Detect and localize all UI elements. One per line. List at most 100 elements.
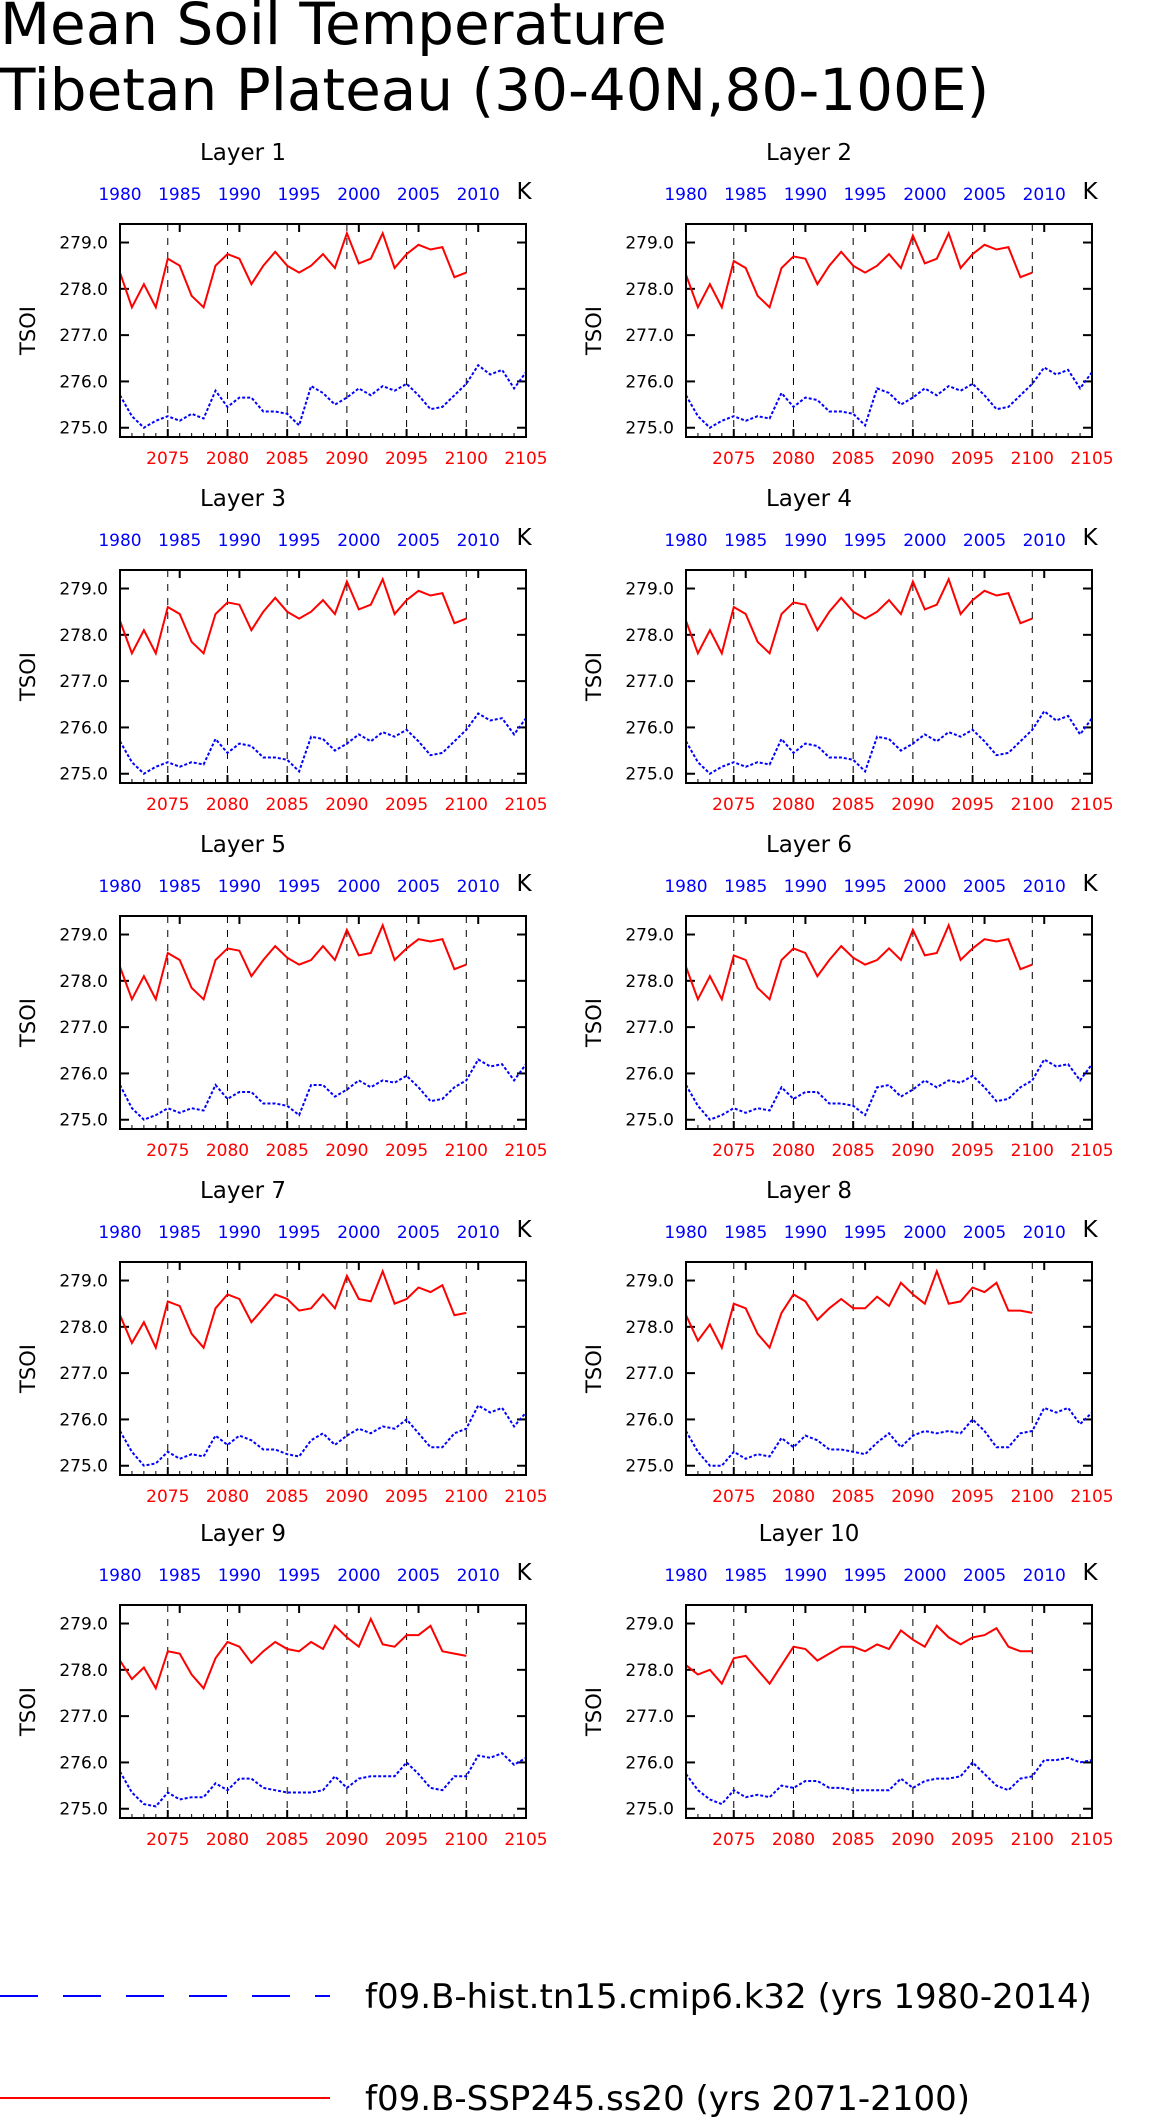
y-tick-label: 278.0 <box>59 972 108 992</box>
y-tick-label: 275.0 <box>625 1111 674 1131</box>
x-tick-label-top: 1990 <box>784 877 827 897</box>
x-tick-label-bottom: 2085 <box>832 1830 875 1850</box>
x-tick-label-bottom: 2080 <box>206 449 249 469</box>
x-tick-label-bottom: 2100 <box>445 449 488 469</box>
chart-panel: Layer 3 K TSOI 2075 2080 2085 2090 2095 2100 2105… <box>16 486 548 815</box>
x-tick-label-bottom: 2085 <box>832 1141 875 1161</box>
x-tick-label-bottom: 2075 <box>146 1830 189 1850</box>
x-tick-label-bottom: 2075 <box>712 1830 755 1850</box>
x-tick-label-bottom: 2085 <box>832 795 875 815</box>
x-tick-label-top: 1990 <box>218 1566 261 1586</box>
series-line-hist <box>119 1058 527 1121</box>
x-tick-label-top: 2000 <box>903 531 946 551</box>
y-tick-label: 276.0 <box>625 1064 674 1084</box>
x-tick-label-bottom: 2080 <box>772 795 815 815</box>
y-tick-label: 275.0 <box>625 1457 674 1477</box>
series-line-hist <box>685 1406 1093 1467</box>
series-line-ssp <box>119 922 467 1003</box>
x-tick-label-top: 1985 <box>724 185 767 205</box>
y-tick-label: 277.0 <box>59 326 108 346</box>
panel-title: Layer 3 <box>200 486 286 512</box>
series-line-hist <box>119 363 527 429</box>
y-tick-label: 277.0 <box>59 672 108 692</box>
x-tick-label-top: 1985 <box>724 877 767 897</box>
x-tick-label-top: 2010 <box>457 1566 500 1586</box>
x-tick-label-bottom: 2100 <box>445 1830 488 1850</box>
series-line-ssp <box>119 576 467 657</box>
y-tick-label: 276.0 <box>59 1753 108 1773</box>
x-tick-label-top: 1995 <box>843 531 886 551</box>
y-tick-label: 279.0 <box>625 234 674 254</box>
x-tick-label-top: 1995 <box>843 1223 886 1243</box>
plot-frame <box>685 1604 1093 1819</box>
plot-frame <box>685 223 1093 438</box>
legend: f09.B-hist.tn15.cmip6.k32 (yrs 1980-2014… <box>0 1977 1092 2119</box>
y-tick-label: 277.0 <box>625 672 674 692</box>
x-tick-label-bottom: 2085 <box>832 449 875 469</box>
y-tick-label: 275.0 <box>59 765 108 785</box>
y-tick-label: 279.0 <box>625 926 674 946</box>
series-line-ssp <box>685 1268 1033 1351</box>
plot-frame <box>119 915 527 1130</box>
x-tick-label-bottom: 2090 <box>891 795 934 815</box>
y-tick-label: 276.0 <box>625 718 674 738</box>
x-tick-label-top: 1990 <box>218 185 261 205</box>
y-tick-label: 276.0 <box>625 372 674 392</box>
legend-label-ssp: f09.B-SSP245.ss20 (yrs 2071-2100) <box>365 2079 970 2119</box>
x-tick-label-top: 1985 <box>158 185 201 205</box>
x-tick-label-bottom: 2105 <box>1070 1141 1113 1161</box>
legend-label-hist: f09.B-hist.tn15.cmip6.k32 (yrs 1980-2014… <box>365 1977 1092 2017</box>
x-tick-label-top: 1995 <box>277 185 320 205</box>
x-tick-label-top: 1985 <box>724 1566 767 1586</box>
y-tick-label: 279.0 <box>59 926 108 946</box>
x-tick-label-bottom: 2105 <box>504 1830 547 1850</box>
x-tick-label-top: 2005 <box>397 1566 440 1586</box>
y-axis-label: TSOI <box>16 652 40 702</box>
x-tick-label-top: 2010 <box>1023 1223 1066 1243</box>
y-tick-label: 275.0 <box>59 1457 108 1477</box>
x-tick-label-top: 1985 <box>158 1223 201 1243</box>
x-tick-label-bottom: 2100 <box>1011 1141 1054 1161</box>
x-tick-label-bottom: 2100 <box>445 1487 488 1507</box>
x-tick-label-bottom: 2095 <box>385 449 428 469</box>
plot-frame <box>119 1604 527 1819</box>
x-tick-label-bottom: 2100 <box>445 1141 488 1161</box>
x-tick-label-top: 1980 <box>98 1566 141 1586</box>
x-tick-label-top: 1980 <box>98 531 141 551</box>
units-label: K <box>1082 1560 1098 1586</box>
units-label: K <box>1082 525 1098 551</box>
x-tick-label-bottom: 2095 <box>385 1830 428 1850</box>
chart-panel: Layer 4 K TSOI 2075 2080 2085 2090 2095 2100 2105… <box>582 486 1114 815</box>
y-tick-label: 276.0 <box>59 1064 108 1084</box>
x-tick-label-top: 2005 <box>963 1223 1006 1243</box>
x-tick-label-top: 1980 <box>664 185 707 205</box>
x-tick-label-bottom: 2080 <box>206 795 249 815</box>
y-tick-label: 277.0 <box>625 1707 674 1727</box>
y-tick-label: 275.0 <box>59 1800 108 1820</box>
series-line-hist <box>685 366 1093 429</box>
x-tick-label-bottom: 2095 <box>951 795 994 815</box>
series-line-hist <box>685 709 1093 775</box>
y-tick-label: 276.0 <box>59 718 108 738</box>
x-tick-label-top: 1990 <box>218 877 261 897</box>
x-tick-label-bottom: 2080 <box>772 449 815 469</box>
panel-title: Layer 8 <box>766 1178 852 1204</box>
panel-title: Layer 4 <box>766 486 852 512</box>
y-tick-label: 279.0 <box>625 580 674 600</box>
x-tick-label-bottom: 2095 <box>951 1141 994 1161</box>
panel-title: Layer 2 <box>766 140 852 166</box>
series-line-ssp <box>685 230 1033 311</box>
x-tick-label-top: 2005 <box>963 185 1006 205</box>
y-tick-label: 275.0 <box>59 419 108 439</box>
chart-panel: Layer 2 K TSOI 2075 2080 2085 2090 2095 2100 2105… <box>582 140 1114 469</box>
units-label: K <box>516 1560 532 1586</box>
x-tick-label-top: 2005 <box>397 185 440 205</box>
series-line-ssp <box>685 1624 1033 1686</box>
x-tick-label-bottom: 2105 <box>504 1141 547 1161</box>
x-tick-label-top: 2000 <box>337 877 380 897</box>
x-tick-label-bottom: 2080 <box>206 1487 249 1507</box>
series-line-hist <box>119 712 527 775</box>
units-label: K <box>516 871 532 897</box>
series-line-ssp <box>119 1616 467 1691</box>
x-tick-label-bottom: 2075 <box>712 1141 755 1161</box>
